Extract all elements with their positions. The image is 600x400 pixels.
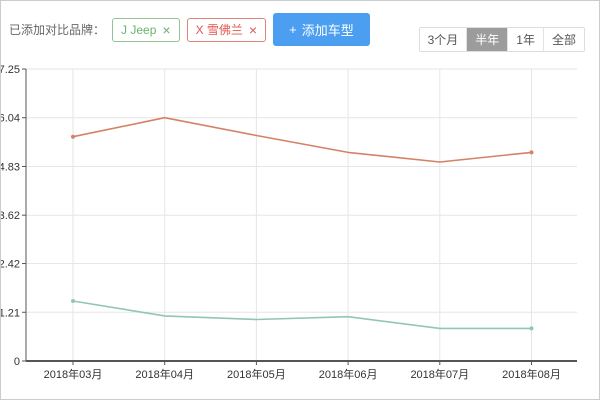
plus-icon: + <box>289 22 297 37</box>
add-model-label: 添加车型 <box>301 23 354 38</box>
time-range-group: 3个月 半年 1年 全部 <box>418 27 585 52</box>
add-model-button[interactable]: + 添加车型 <box>273 13 370 46</box>
x-axis-label: 2018年04月 <box>135 367 194 381</box>
close-icon[interactable]: × <box>162 21 171 38</box>
grid-lines <box>26 68 577 361</box>
time-range-option[interactable]: 全部 <box>542 28 584 51</box>
y-axis-label: 7.25 <box>1 64 20 76</box>
series-line <box>72 116 532 163</box>
y-axis-label: 3.62 <box>1 210 20 222</box>
time-range-option[interactable]: 3个月 <box>427 33 459 47</box>
time-range-option[interactable]: 1年 <box>507 28 543 51</box>
brand-tags: J Jeep × X 雪佛兰 × <box>112 17 267 42</box>
y-axis-label: 1.21 <box>1 307 20 319</box>
x-axis-label: 2018年06月 <box>319 367 378 381</box>
brand-tag-label: J Jeep <box>121 22 157 37</box>
data-point <box>71 299 75 303</box>
y-axis-label: 4.83 <box>1 161 20 173</box>
data-point <box>529 150 534 155</box>
x-axis-labels: 2018年03月 2018年04月 2018年05月 2018年06月 2018年07月… <box>44 367 561 381</box>
y-axis-labels: 0 1.21 2.42 3.62 4.83 6.04 7.25 <box>1 64 20 368</box>
series-雪佛兰 <box>71 116 534 163</box>
y-axis-label: 6.04 <box>1 113 20 125</box>
added-brands-label: 已添加对比品牌： <box>9 23 106 37</box>
data-point <box>529 326 534 331</box>
x-axis-label: 2018年08月 <box>502 367 561 381</box>
x-axis-label: 2018年05月 <box>227 367 286 381</box>
data-point <box>71 134 75 139</box>
brand-tag-2: X 雪佛兰 × <box>186 17 267 42</box>
brand-tag-label: X 雪佛兰 <box>195 22 243 37</box>
y-axis-label: 2.42 <box>1 259 20 271</box>
x-axis-label: 2018年03月 <box>44 367 103 381</box>
y-axis-label: 0 <box>14 356 20 368</box>
x-axis-label: 2018年07月 <box>410 367 469 381</box>
toolbar: 已添加对比品牌： J Jeep × X 雪佛兰 × + 添加车型 <box>9 13 370 46</box>
axes <box>22 68 577 365</box>
close-icon[interactable]: × <box>248 21 258 38</box>
series-Jeep <box>71 299 534 331</box>
time-range-option[interactable]: 半年 <box>466 28 508 51</box>
brand-tag-1: J Jeep × <box>112 17 180 42</box>
series-line <box>72 300 532 330</box>
